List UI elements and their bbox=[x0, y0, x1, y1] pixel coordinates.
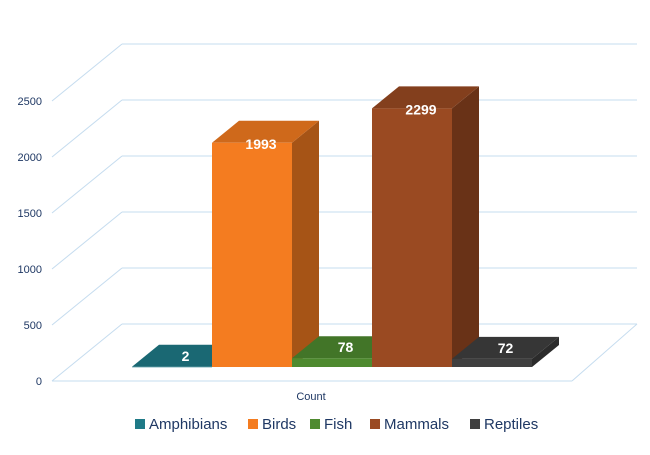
legend-label: Amphibians bbox=[149, 416, 227, 433]
bar-front bbox=[372, 108, 452, 368]
legend: Amphibians Birds Fish Mammals Reptiles bbox=[135, 416, 538, 433]
legend-item: Amphibians bbox=[135, 416, 227, 433]
bar: 1993 bbox=[212, 120, 319, 367]
bar: 72 bbox=[452, 336, 559, 367]
legend-swatch bbox=[470, 419, 480, 429]
chart-floor bbox=[52, 323, 638, 382]
bar-side bbox=[292, 120, 319, 367]
y-tick-label: 1000 bbox=[18, 264, 42, 276]
bars: 2 1993 78 2299 72 bbox=[132, 86, 559, 368]
gridline-side bbox=[51, 323, 123, 382]
legend-item: Mammals bbox=[370, 416, 449, 433]
bar-top bbox=[372, 86, 479, 109]
bar-front bbox=[132, 366, 212, 368]
y-tick-label: 0 bbox=[36, 376, 42, 388]
bar-front bbox=[212, 142, 292, 367]
data-label: 2299 bbox=[405, 101, 436, 117]
gridline-side bbox=[51, 43, 123, 102]
data-label: 72 bbox=[498, 340, 514, 356]
bar-front bbox=[292, 358, 372, 367]
bar: 2299 bbox=[372, 86, 479, 368]
bar-front bbox=[452, 358, 532, 367]
y-axis: 0 500 1000 1500 2000 2500 bbox=[18, 96, 42, 388]
y-tick-label: 1500 bbox=[18, 208, 42, 220]
y-tick-label: 500 bbox=[24, 320, 42, 332]
gridline-side bbox=[51, 99, 123, 158]
data-label: 1993 bbox=[245, 136, 276, 152]
gridline-side bbox=[51, 155, 123, 214]
legend-label: Reptiles bbox=[484, 416, 538, 433]
bar-top bbox=[212, 120, 319, 143]
gridline-side bbox=[51, 211, 123, 270]
x-axis: Count bbox=[296, 391, 325, 403]
data-label: 2 bbox=[182, 348, 190, 364]
legend-swatch bbox=[135, 419, 145, 429]
data-label: 78 bbox=[338, 339, 354, 355]
bar-side bbox=[452, 86, 479, 368]
legend-label: Birds bbox=[262, 416, 296, 433]
bar-side bbox=[532, 336, 559, 367]
legend-label: Mammals bbox=[384, 416, 449, 433]
floor-right-edge bbox=[571, 323, 638, 382]
y-tick-label: 2000 bbox=[18, 152, 42, 164]
legend-item: Reptiles bbox=[470, 416, 538, 433]
x-tick-label: Count bbox=[296, 391, 325, 403]
legend-swatch bbox=[310, 419, 320, 429]
legend-swatch bbox=[370, 419, 380, 429]
legend-swatch bbox=[248, 419, 258, 429]
legend-item: Fish bbox=[310, 416, 352, 433]
legend-item: Birds bbox=[248, 416, 296, 433]
gridlines bbox=[51, 43, 637, 382]
bar-top bbox=[452, 336, 559, 359]
legend-label: Fish bbox=[324, 416, 352, 433]
y-tick-label: 2500 bbox=[18, 96, 42, 108]
gridline-side bbox=[51, 267, 123, 326]
